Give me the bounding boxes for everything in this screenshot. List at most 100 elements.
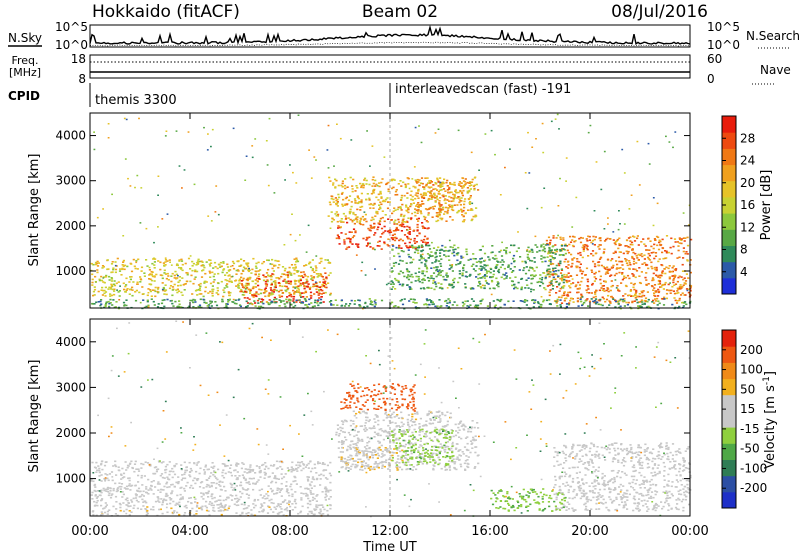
heatmap-cell [226, 465, 229, 467]
heatmap-cell [489, 271, 492, 274]
heatmap-cell [528, 251, 531, 253]
heatmap-cell [299, 293, 302, 295]
heatmap-cell [253, 294, 256, 297]
heatmap-cell [464, 183, 467, 185]
heatmap-cell [165, 468, 168, 471]
heatmap-cell [290, 466, 293, 468]
heatmap-cell [258, 307, 261, 310]
heatmap-cell [554, 278, 557, 281]
heatmap-cell [279, 489, 282, 492]
heatmap-cell [617, 247, 620, 250]
heatmap-cell [257, 275, 260, 278]
heatmap-cell [263, 477, 266, 479]
heatmap-cell [607, 290, 610, 293]
heatmap-cell [629, 236, 632, 238]
heatmap-cell [423, 274, 426, 277]
heatmap-cell [448, 200, 451, 202]
heatmap-cell [96, 495, 99, 498]
heatmap-cell [329, 474, 333, 477]
heatmap-cell [94, 263, 97, 266]
heatmap-cell [271, 258, 274, 261]
heatmap-cell [150, 273, 153, 275]
heatmap-cell [130, 263, 133, 265]
heatmap-cell [541, 276, 544, 279]
heatmap-cell [414, 248, 417, 250]
heatmap-cell [153, 261, 156, 263]
heatmap-cell [524, 272, 528, 275]
heatmap-cell [400, 421, 403, 424]
heatmap-cell [170, 492, 173, 495]
heatmap-cell [600, 264, 603, 267]
heatmap-cell [194, 276, 197, 278]
heatmap-cell [274, 280, 277, 282]
heatmap-cell [581, 237, 584, 239]
heatmap-cell [412, 258, 415, 261]
nave-label: Nave [760, 63, 791, 77]
heatmap-cell [587, 288, 590, 290]
heatmap-cell [210, 472, 213, 474]
heatmap-cell [239, 514, 242, 516]
heatmap-cell [639, 282, 642, 285]
heatmap-cell [277, 504, 280, 506]
heatmap-cell [491, 257, 495, 259]
heatmap-cell [224, 490, 227, 492]
heatmap-cell [265, 140, 268, 142]
heatmap-cell [228, 280, 231, 283]
heatmap-cell [360, 184, 363, 187]
heatmap-cell [353, 235, 356, 237]
heatmap-cell [191, 507, 194, 510]
heatmap-cell [93, 288, 97, 291]
heatmap-cell [104, 502, 107, 504]
heatmap-cell [571, 244, 575, 247]
heatmap-cell [157, 489, 160, 491]
heatmap-cell [420, 195, 423, 198]
heatmap-cell [337, 456, 341, 459]
heatmap-cell [652, 279, 655, 281]
heatmap-cell [329, 461, 332, 464]
heatmap-cell [95, 281, 97, 283]
heatmap-cell [340, 299, 343, 301]
heatmap-cell [202, 487, 205, 489]
heatmap-cell [278, 491, 281, 493]
heatmap-cell [235, 512, 238, 514]
heatmap-cell [257, 284, 260, 287]
heatmap-cell [676, 300, 679, 302]
heatmap-cell [674, 299, 677, 302]
heatmap-cell [91, 281, 94, 284]
heatmap-cell [392, 265, 396, 267]
heatmap-cell [460, 182, 463, 184]
heatmap-cell [689, 271, 692, 274]
heatmap-cell [529, 259, 532, 262]
heatmap-cell [378, 204, 381, 206]
heatmap-cell [262, 463, 265, 466]
heatmap-cell [387, 190, 390, 193]
heatmap-cell [453, 244, 456, 247]
heatmap-cell [428, 180, 431, 182]
heatmap-cell [95, 461, 98, 464]
heatmap-cell [357, 246, 360, 248]
heatmap-cell [322, 474, 325, 477]
heatmap-cell [608, 269, 611, 271]
heatmap-cell [285, 282, 288, 284]
heatmap-cell [204, 286, 207, 289]
heatmap-cell [656, 297, 659, 300]
heatmap-cell [584, 300, 587, 302]
heatmap-cell [646, 249, 649, 251]
heatmap-cell [257, 302, 260, 304]
heatmap-cell [184, 477, 187, 480]
heatmap-cell [640, 271, 643, 273]
heatmap-cell [585, 238, 588, 240]
heatmap-cell [243, 503, 246, 506]
heatmap-cell [207, 484, 210, 487]
heatmap-cell [410, 288, 413, 290]
heatmap-cell [489, 276, 492, 279]
heatmap-cell [591, 282, 594, 285]
heatmap-cell [677, 276, 680, 279]
heatmap-cell [431, 303, 434, 306]
heatmap-cell [433, 266, 436, 269]
heatmap-cell [590, 292, 593, 294]
heatmap-cell [119, 509, 122, 512]
heatmap-cell [224, 504, 227, 506]
heatmap-cell [560, 245, 563, 247]
heatmap-cell [183, 514, 186, 516]
